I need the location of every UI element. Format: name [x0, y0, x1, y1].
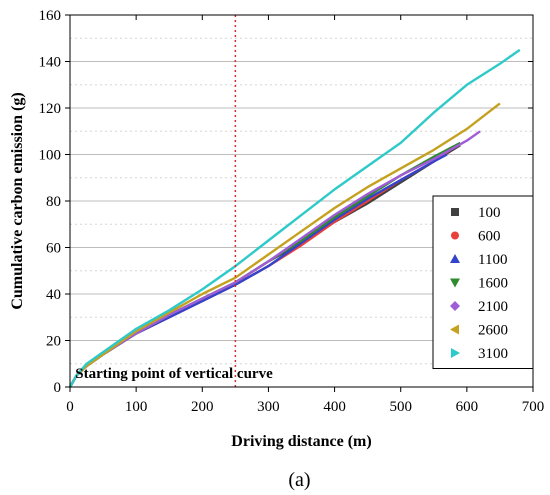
- figure-caption: (a): [288, 469, 310, 491]
- series-lines: [68, 48, 521, 388]
- legend-label-1100: 1100: [478, 252, 507, 268]
- legend-box: [432, 195, 534, 369]
- legend-marker-1100: [450, 254, 460, 263]
- y-tick-label: 0: [54, 380, 62, 396]
- legend-marker-1600: [450, 278, 460, 288]
- y-tick-label: 80: [46, 194, 61, 210]
- x-tick-label: 300: [257, 399, 280, 415]
- y-tick-label: 20: [46, 334, 61, 350]
- x-tick-label: 200: [191, 399, 214, 415]
- legend-marker-600: [451, 231, 459, 240]
- x-tick-label: 400: [323, 399, 346, 415]
- x-tick-label: 600: [456, 399, 479, 415]
- legend-marker-100: [451, 208, 459, 216]
- y-axis-title: Cumulative carbon emission (g): [9, 92, 26, 309]
- y-tick-label: 120: [39, 101, 62, 117]
- legend-label-3100: 3100: [478, 346, 508, 362]
- series-line-3100: [68, 48, 521, 388]
- gridlines: [70, 37, 533, 365]
- vertical-curve-annotation: Starting point of vertical curve: [75, 366, 273, 382]
- y-tick-label: 160: [39, 8, 62, 24]
- x-tick-label: 700: [522, 399, 545, 415]
- legend-marker-3100: [451, 348, 460, 358]
- axes: 0 100 200 300 400 500 600 700 0 20 40 60 80 100 120 140…: [39, 8, 545, 415]
- y-tick-label: 60: [46, 241, 61, 257]
- y-tick-label: 140: [39, 55, 62, 71]
- series-line-100: [68, 144, 461, 388]
- legend: 100 600 1100 1600 2100 2600 3100: [432, 195, 534, 369]
- y-tick-label: 40: [46, 287, 61, 303]
- x-tick-label: 0: [66, 399, 74, 415]
- x-tick-label: 500: [389, 399, 412, 415]
- x-axis-title: Driving distance (m): [231, 433, 371, 450]
- legend-marker-2100: [450, 301, 460, 311]
- legend-label-2100: 2100: [478, 299, 508, 315]
- series-line-2600: [68, 102, 501, 388]
- x-tick-label: 100: [125, 399, 148, 415]
- legend-label-600: 600: [478, 229, 501, 245]
- legend-label-100: 100: [478, 205, 501, 221]
- legend-label-2600: 2600: [478, 323, 508, 339]
- y-tick-label: 100: [39, 148, 62, 164]
- legend-label-1600: 1600: [478, 276, 508, 292]
- legend-marker-2600: [450, 324, 459, 335]
